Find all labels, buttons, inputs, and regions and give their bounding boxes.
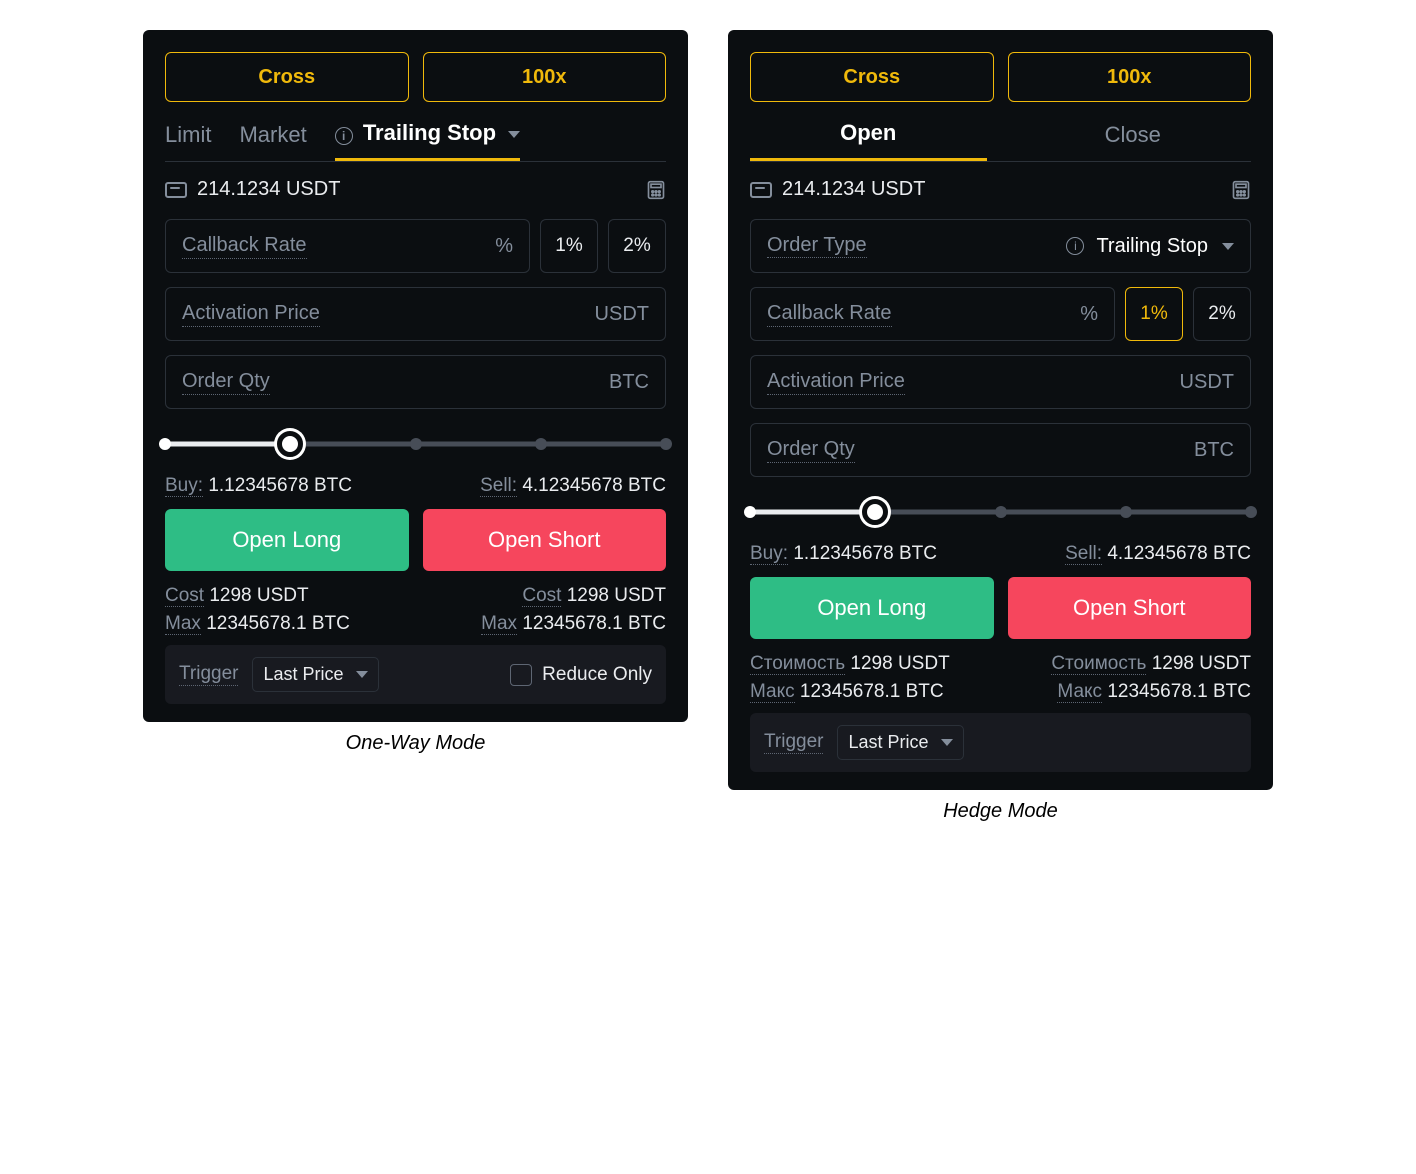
tab-limit[interactable]: Limit	[165, 122, 211, 160]
order-qty-input[interactable]: Order Qty BTC	[165, 355, 666, 409]
callback-1pct-button[interactable]: 1%	[540, 219, 598, 273]
cost-value-left: 1298 USDT	[209, 585, 308, 606]
info-icon: i	[1066, 237, 1084, 255]
trigger-select[interactable]: Last Price	[252, 657, 378, 692]
reduce-only-label: Reduce Only	[542, 664, 652, 686]
tab-open[interactable]: Open	[750, 120, 987, 161]
callback-1pct-button[interactable]: 1%	[1125, 287, 1183, 341]
cost-label-right: Стоимость	[1051, 653, 1146, 675]
tab-market[interactable]: Market	[239, 122, 306, 160]
slider-thumb[interactable]	[277, 431, 303, 457]
reduce-only-toggle[interactable]: Reduce Only	[510, 664, 652, 686]
tab-trailing-stop[interactable]: i Trailing Stop	[335, 120, 520, 161]
trigger-value: Last Price	[263, 664, 343, 685]
tab-close[interactable]: Close	[1015, 122, 1252, 160]
buy-value: 1.12345678 BTC	[208, 475, 352, 496]
sell-value: 4.12345678 BTC	[522, 475, 666, 496]
order-type-value: Trailing Stop	[1096, 235, 1208, 258]
activation-price-label: Activation Price	[767, 370, 905, 395]
reduce-only-checkbox[interactable]	[510, 664, 532, 686]
panel-caption-oneway: One-Way Mode	[346, 732, 486, 755]
callback-2pct-button[interactable]: 2%	[1193, 287, 1251, 341]
qty-slider[interactable]	[750, 501, 1251, 523]
available-balance: 214.1234 USDT	[782, 178, 925, 201]
margin-mode-button[interactable]: Cross	[165, 52, 409, 102]
max-label-left: Max	[165, 613, 201, 635]
sell-label: Sell:	[1065, 543, 1102, 565]
max-value-right: 12345678.1 BTC	[522, 613, 666, 634]
sell-value: 4.12345678 BTC	[1107, 543, 1251, 564]
wallet-icon	[750, 182, 772, 198]
trigger-select[interactable]: Last Price	[837, 725, 963, 760]
order-panel-oneway: Cross 100x Limit Market i Trailing Stop …	[143, 30, 688, 722]
wallet-icon	[165, 182, 187, 198]
callback-rate-input[interactable]: Callback Rate %	[750, 287, 1115, 341]
chevron-down-icon	[356, 671, 368, 678]
order-qty-unit: BTC	[609, 371, 649, 394]
order-qty-label: Order Qty	[767, 438, 855, 463]
cost-label-right: Cost	[522, 585, 561, 607]
max-label-right: Max	[481, 613, 517, 635]
open-short-button[interactable]: Open Short	[423, 509, 667, 571]
order-type-tabs: Limit Market i Trailing Stop	[165, 120, 666, 162]
leverage-button[interactable]: 100x	[1008, 52, 1252, 102]
tab-trailing-label: Trailing Stop	[363, 120, 496, 145]
order-qty-input[interactable]: Order Qty BTC	[750, 423, 1251, 477]
callback-rate-label: Callback Rate	[767, 302, 892, 327]
max-value-right: 12345678.1 BTC	[1107, 681, 1251, 702]
trigger-bar: Trigger Last Price Reduce Only	[165, 645, 666, 704]
trigger-label: Trigger	[764, 731, 823, 754]
margin-mode-button[interactable]: Cross	[750, 52, 994, 102]
callback-rate-label: Callback Rate	[182, 234, 307, 259]
order-panel-hedge: Cross 100x Open Close 214.1234 USDT Orde…	[728, 30, 1273, 790]
cost-value-right: 1298 USDT	[1152, 653, 1251, 674]
order-type-label: Order Type	[767, 234, 867, 258]
buy-label: Buy:	[750, 543, 788, 565]
open-short-button[interactable]: Open Short	[1008, 577, 1252, 639]
panel-caption-hedge: Hedge Mode	[943, 800, 1058, 823]
cost-value-right: 1298 USDT	[567, 585, 666, 606]
calculator-icon[interactable]	[646, 179, 666, 201]
order-qty-label: Order Qty	[182, 370, 270, 395]
order-type-select[interactable]: Order Type i Trailing Stop	[750, 219, 1251, 273]
max-value-left: 12345678.1 BTC	[800, 681, 944, 702]
order-qty-unit: BTC	[1194, 439, 1234, 462]
max-value-left: 12345678.1 BTC	[206, 613, 350, 634]
activation-price-unit: USDT	[1180, 371, 1234, 394]
max-label-right: Макс	[1057, 681, 1102, 703]
calculator-icon[interactable]	[1231, 179, 1251, 201]
trigger-bar: Trigger Last Price	[750, 713, 1251, 772]
buy-value: 1.12345678 BTC	[793, 543, 937, 564]
activation-price-input[interactable]: Activation Price USDT	[165, 287, 666, 341]
sell-label: Sell:	[480, 475, 517, 497]
open-long-button[interactable]: Open Long	[750, 577, 994, 639]
qty-slider[interactable]	[165, 433, 666, 455]
callback-2pct-button[interactable]: 2%	[608, 219, 666, 273]
available-balance: 214.1234 USDT	[197, 178, 340, 201]
callback-rate-unit: %	[495, 235, 513, 258]
trigger-value: Last Price	[848, 732, 928, 753]
cost-label-left: Стоимость	[750, 653, 845, 675]
callback-rate-unit: %	[1080, 303, 1098, 326]
chevron-down-icon	[508, 131, 520, 138]
trigger-label: Trigger	[179, 663, 238, 686]
chevron-down-icon	[941, 739, 953, 746]
buy-label: Buy:	[165, 475, 203, 497]
activation-price-label: Activation Price	[182, 302, 320, 327]
activation-price-unit: USDT	[595, 303, 649, 326]
info-icon: i	[335, 127, 353, 145]
leverage-button[interactable]: 100x	[423, 52, 667, 102]
position-tabs: Open Close	[750, 120, 1251, 162]
slider-thumb[interactable]	[862, 499, 888, 525]
callback-rate-input[interactable]: Callback Rate %	[165, 219, 530, 273]
chevron-down-icon	[1222, 243, 1234, 250]
cost-label-left: Cost	[165, 585, 204, 607]
activation-price-input[interactable]: Activation Price USDT	[750, 355, 1251, 409]
open-long-button[interactable]: Open Long	[165, 509, 409, 571]
cost-value-left: 1298 USDT	[850, 653, 949, 674]
max-label-left: Макс	[750, 681, 795, 703]
